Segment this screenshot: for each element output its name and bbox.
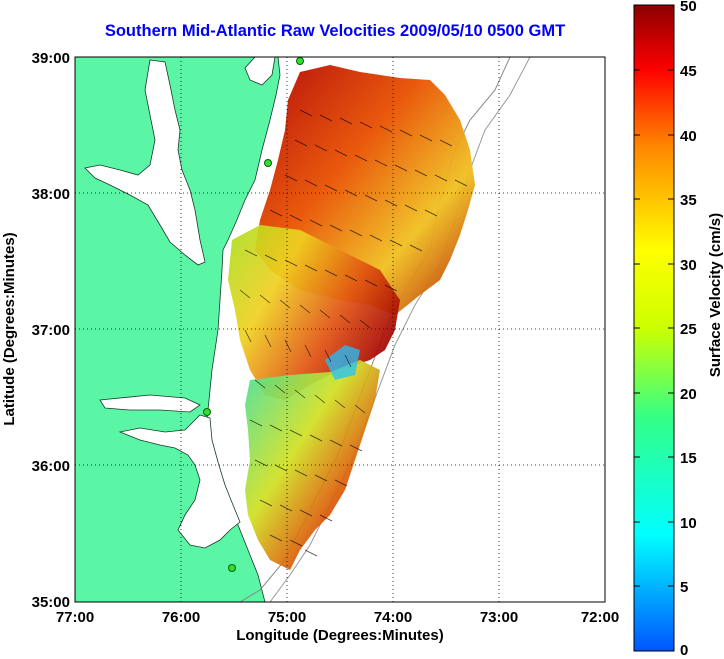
low-velocity-patch — [325, 345, 360, 380]
colorbar-tick-label: 0 — [680, 642, 688, 659]
colorbar-tick-label: 30 — [680, 257, 697, 274]
y-axis: 39:00 38:00 37:00 36:00 35:00 Latitude (… — [1, 50, 70, 611]
colorbar-tick-label: 40 — [680, 128, 697, 145]
x-tick-label: 76:00 — [162, 609, 200, 626]
delaware-bay — [244, 57, 276, 86]
grid-lines — [75, 57, 605, 602]
colorbar-tick-label: 5 — [680, 579, 688, 596]
radar-site-marker — [264, 159, 272, 167]
shelf-contour-deep — [269, 57, 531, 602]
x-axis-label: Longitude (Degrees:Minutes) — [236, 627, 444, 644]
y-tick-label: 38:00 — [32, 186, 70, 203]
y-tick-label: 35:00 — [32, 594, 70, 611]
colorbar-tick-label: 35 — [680, 192, 697, 209]
colorbar-scale — [633, 4, 675, 652]
colorbar-tick-label: 15 — [680, 450, 697, 467]
y-axis-label: Latitude (Degrees:Minutes) — [1, 232, 18, 425]
colorbar-tick-label: 45 — [680, 63, 697, 80]
radar-site-marker — [203, 408, 211, 416]
y-tick-label: 39:00 — [32, 50, 70, 67]
x-tick-label: 75:00 — [268, 609, 306, 626]
albemarle-sound — [99, 394, 201, 413]
y-tick-label: 37:00 — [32, 322, 70, 339]
x-tick-label: 77:00 — [56, 609, 94, 626]
colorbar-label: Surface Velocity (cm/s) — [707, 213, 724, 377]
y-tick-label: 36:00 — [32, 458, 70, 475]
velocity-field-south — [245, 360, 380, 570]
chesapeake-bay — [84, 59, 206, 266]
pamlico-sound — [118, 414, 241, 549]
x-tick-label: 74:00 — [374, 609, 412, 626]
colorbar-tick-label: 20 — [680, 386, 697, 403]
radar-site-marker — [228, 564, 236, 572]
colorbar-tick-label: 25 — [680, 321, 697, 338]
radar-site-marker — [296, 57, 304, 65]
plot-frame — [74, 56, 606, 603]
x-tick-label: 73:00 — [480, 609, 518, 626]
colorbar-tick-label: 50 — [680, 0, 697, 15]
colorbar: 50 45 40 35 30 25 20 15 10 5 0 Surface V… — [633, 0, 724, 659]
x-axis: 77:00 76:00 75:00 74:00 73:00 72:00 Long… — [56, 609, 619, 644]
map-title: Southern Mid-Atlantic Raw Velocities 200… — [104, 22, 566, 40]
x-tick-label: 72:00 — [581, 609, 619, 626]
colorbar-tick-label: 10 — [680, 515, 697, 532]
velocity-arrows — [239, 109, 468, 557]
